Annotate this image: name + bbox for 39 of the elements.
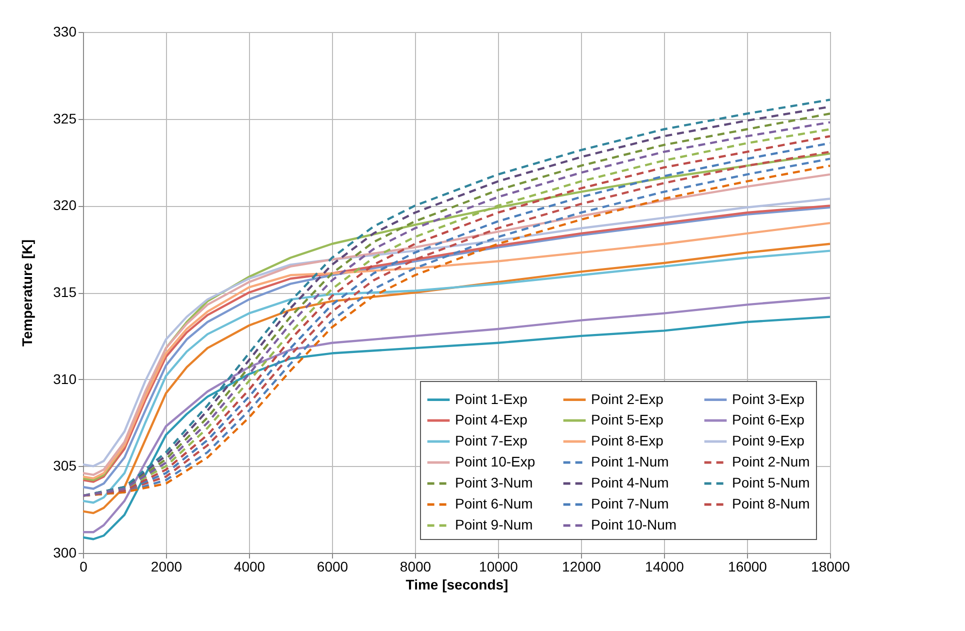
legend-label: Point 4-Num [591,474,669,490]
x-tick-label: 0 [80,558,88,574]
legend-label: Point 4-Exp [455,412,528,428]
y-tick-label: 320 [53,197,77,214]
x-tick-label: 14000 [645,558,684,574]
legend-label: Point 10-Num [591,516,677,532]
legend-label: Point 1-Num [591,454,669,470]
x-tick-label: 10000 [479,558,518,574]
legend-label: Point 2-Num [732,454,810,470]
legend-label: Point 6-Num [455,496,533,512]
legend-label: Point 2-Exp [591,390,664,407]
y-tick-label: 330 [53,24,77,40]
legend-label: Point 7-Num [591,496,669,512]
legend-label: Point 3-Exp [732,390,805,407]
legend-label: Point 8-Exp [591,432,664,448]
x-tick-label: 12000 [562,558,602,574]
y-tick-label: 315 [53,284,77,300]
legend-label: Point 9-Exp [732,432,805,448]
legend-label: Point 5-Exp [591,412,664,428]
legend-label: Point 5-Num [732,474,810,490]
legend-label: Point 1-Exp [455,390,528,407]
legend-label: Point 8-Num [732,496,810,512]
legend-label: Point 10-Exp [455,454,536,470]
y-tick-label: 325 [53,110,77,126]
x-tick-label: 18000 [811,558,850,574]
y-axis-title: Temperature [K] [19,239,36,347]
x-tick-label: 4000 [234,558,266,574]
x-axis-title: Time [seconds] [406,576,508,592]
y-tick-label: 310 [53,370,77,387]
y-tick-label: 305 [53,458,77,474]
legend-label: Point 7-Exp [455,432,528,448]
x-tick-label: 6000 [316,558,348,574]
y-tick-label: 300 [53,544,77,560]
legend-label: Point 9-Num [455,516,533,532]
x-tick-label: 2000 [150,558,182,574]
legend-label: Point 3-Num [455,474,533,490]
x-tick-label: 8000 [400,558,432,574]
legend-label: Point 6-Exp [732,412,805,428]
x-tick-label: 16000 [728,558,768,574]
